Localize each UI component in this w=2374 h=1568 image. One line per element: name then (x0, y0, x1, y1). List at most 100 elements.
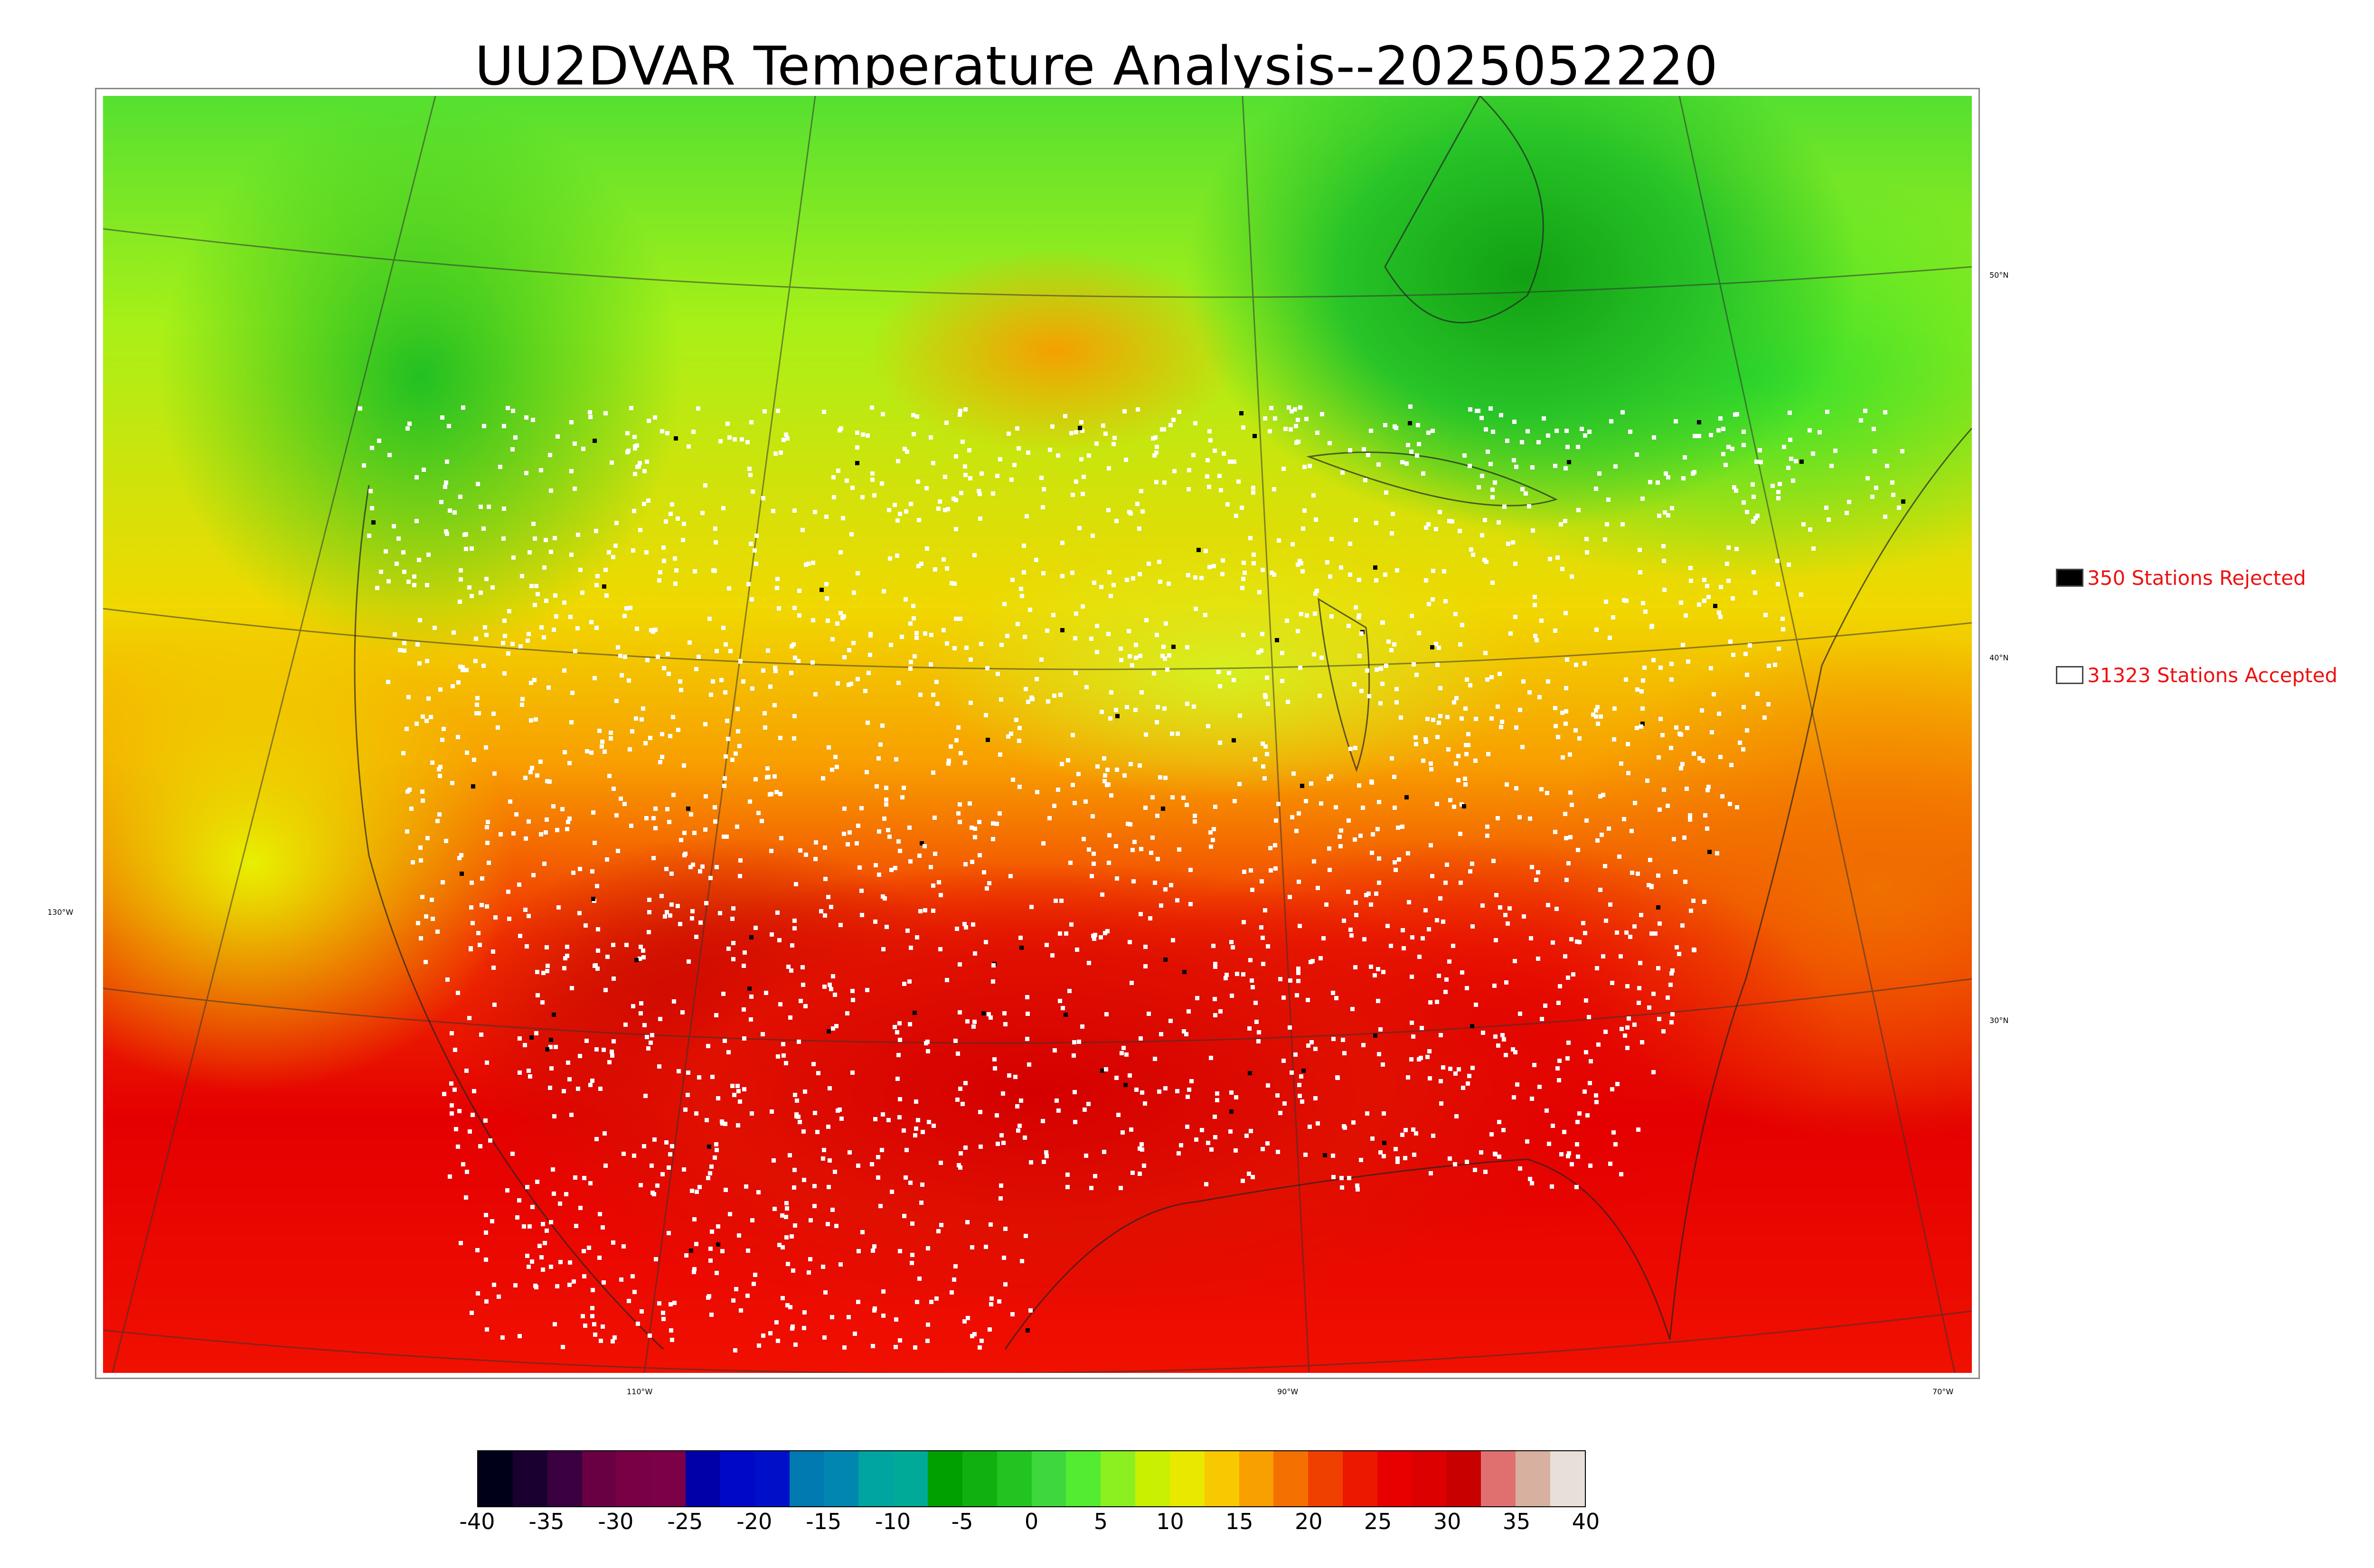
accepted-station-marker (1266, 944, 1270, 948)
accepted-station-marker (510, 447, 515, 451)
accepted-station-marker (688, 640, 692, 645)
accepted-station-marker (387, 453, 392, 457)
accepted-station-marker (573, 1175, 577, 1180)
accepted-station-marker (859, 889, 864, 893)
accepted-station-marker (1297, 811, 1301, 816)
accepted-station-marker (1047, 816, 1052, 820)
accepted-station-marker (619, 797, 623, 801)
accepted-station-marker (954, 738, 959, 742)
accepted-station-marker (1412, 1153, 1416, 1157)
accepted-station-marker (893, 1025, 897, 1029)
accepted-station-marker (576, 533, 580, 537)
accepted-station-marker (1576, 848, 1580, 852)
accepted-station-marker (1290, 1070, 1294, 1075)
accepted-station-marker (1680, 923, 1685, 928)
accepted-station-marker (1827, 517, 1831, 522)
accepted-station-marker (884, 786, 888, 790)
accepted-station-marker (896, 459, 900, 463)
accepted-station-marker (1453, 612, 1458, 616)
accepted-station-marker (1395, 1160, 1400, 1164)
accepted-station-marker (1242, 870, 1246, 874)
accepted-station-marker (1281, 995, 1286, 1000)
accepted-station-marker (1818, 430, 1822, 434)
accepted-station-marker (1107, 833, 1112, 837)
accepted-station-marker (590, 1306, 594, 1310)
accepted-station-marker (893, 866, 897, 870)
accepted-station-marker (1087, 453, 1091, 458)
accepted-station-marker (517, 1198, 521, 1202)
accepted-station-marker (835, 765, 839, 769)
accepted-station-marker (1080, 429, 1084, 433)
accepted-station-marker (1278, 977, 1282, 981)
accepted-station-marker (1249, 868, 1253, 873)
accepted-station-marker (514, 812, 518, 817)
accepted-station-marker (1706, 595, 1711, 599)
accepted-station-marker (1151, 436, 1155, 441)
accepted-station-marker (1490, 488, 1495, 492)
accepted-station-marker (1670, 1012, 1675, 1016)
accepted-station-marker (1066, 758, 1070, 762)
accepted-station-marker (654, 1257, 658, 1261)
accepted-station-marker (469, 905, 473, 910)
accepted-station-marker (1374, 521, 1378, 525)
accepted-station-marker (789, 671, 793, 675)
accepted-station-marker (737, 1233, 741, 1238)
accepted-station-marker (1295, 993, 1299, 997)
accepted-station-marker (813, 857, 818, 861)
accepted-station-marker (1194, 1137, 1198, 1142)
accepted-station-marker (671, 715, 675, 719)
accepted-station-marker (577, 911, 582, 915)
accepted-station-marker (802, 1310, 807, 1314)
accepted-station-marker (1204, 1182, 1208, 1186)
accepted-station-marker (539, 832, 543, 836)
accepted-station-marker (1483, 651, 1488, 655)
accepted-station-marker (761, 1333, 765, 1338)
accepted-station-marker (1754, 460, 1759, 464)
accepted-station-marker (861, 432, 865, 437)
accepted-station-marker (661, 545, 666, 550)
accepted-station-marker (965, 1220, 970, 1224)
accepted-station-marker (691, 863, 695, 867)
accepted-station-marker (781, 1245, 785, 1249)
accepted-station-marker (418, 845, 423, 850)
accepted-station-marker (696, 406, 700, 411)
accepted-station-marker (687, 444, 691, 449)
accepted-station-marker (1675, 945, 1679, 949)
accepted-station-marker (1649, 931, 1654, 936)
accepted-station-marker (809, 1218, 813, 1222)
accepted-station-marker (746, 1249, 750, 1253)
accepted-station-marker (1594, 1100, 1599, 1104)
accepted-station-marker (651, 856, 656, 860)
accepted-station-marker (1400, 1133, 1404, 1137)
accepted-station-marker (715, 1148, 719, 1152)
accepted-station-marker (1104, 1012, 1109, 1016)
accepted-station-marker (555, 1284, 559, 1288)
accepted-station-marker (831, 475, 836, 479)
accepted-station-marker (732, 1093, 736, 1097)
accepted-station-marker (551, 804, 556, 808)
accepted-station-marker (1363, 478, 1367, 482)
accepted-station-marker (1591, 713, 1595, 717)
accepted-station-marker (963, 1081, 968, 1085)
accepted-station-marker (1445, 715, 1450, 719)
accepted-station-marker (1583, 931, 1587, 935)
rejected-station-marker (549, 1038, 553, 1042)
accepted-station-marker (1164, 621, 1168, 626)
accepted-station-marker (1484, 560, 1488, 564)
accepted-station-marker (942, 628, 946, 632)
accepted-station-marker (908, 1181, 913, 1185)
accepted-station-marker (1193, 575, 1197, 580)
accepted-station-marker (956, 811, 961, 816)
accepted-station-marker (1641, 678, 1645, 683)
accepted-station-marker (1643, 610, 1648, 614)
accepted-station-marker (1268, 429, 1272, 433)
accepted-station-marker (1215, 1091, 1219, 1096)
accepted-station-marker (1677, 952, 1681, 956)
accepted-station-marker (607, 1060, 612, 1064)
accepted-station-marker (939, 1161, 943, 1165)
accepted-station-marker (1299, 1074, 1303, 1079)
accepted-station-marker (405, 789, 410, 794)
accepted-station-marker (1477, 485, 1481, 489)
accepted-station-marker (916, 1118, 920, 1122)
accepted-station-marker (1641, 601, 1645, 605)
